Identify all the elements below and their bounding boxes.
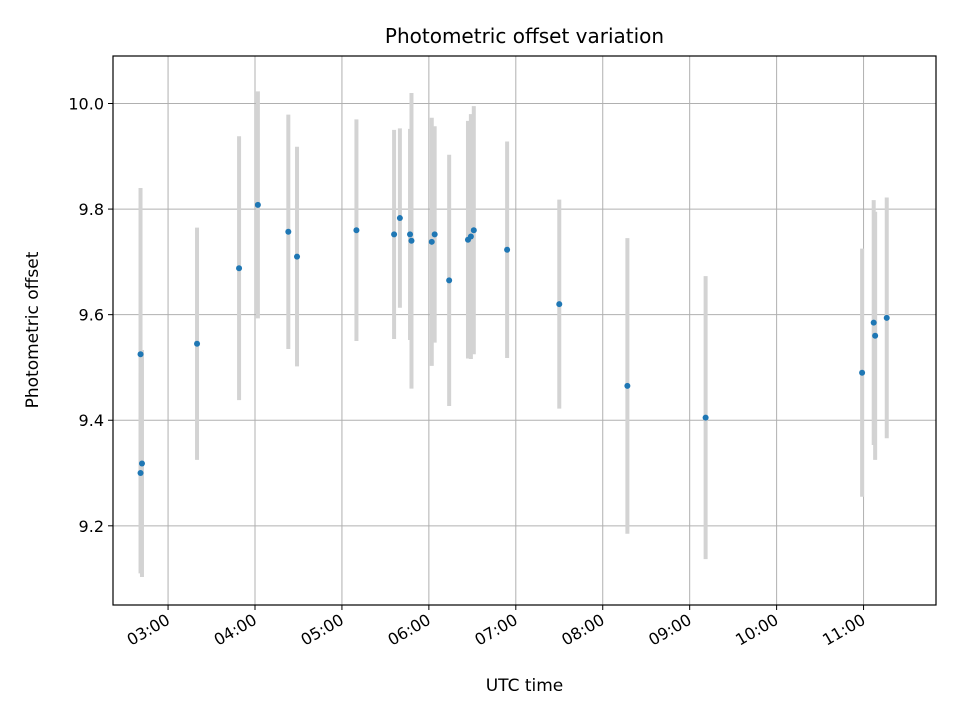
data-point: [504, 246, 511, 253]
y-tick-label: 9.4: [79, 411, 104, 430]
data-point: [396, 215, 403, 222]
x-tick-label: 10:00: [732, 610, 781, 650]
data-point: [285, 228, 292, 235]
y-tick-label: 9.2: [79, 517, 104, 536]
data-point: [470, 227, 477, 234]
data-point: [624, 382, 631, 389]
data-point: [859, 369, 866, 376]
data-point: [353, 227, 360, 234]
data-point: [556, 301, 563, 308]
data-point: [391, 231, 398, 238]
x-tick-label: 06:00: [384, 610, 433, 650]
x-tick-label: 04:00: [211, 610, 260, 650]
y-axis-ticks: 9.2 9.4 9.6 9.8 10.0: [68, 95, 113, 536]
x-tick-label: 08:00: [558, 610, 607, 650]
y-tick-label: 9.6: [79, 306, 104, 325]
data-point: [702, 414, 709, 421]
data-point: [428, 238, 435, 245]
data-point: [870, 319, 877, 326]
data-point: [467, 233, 474, 240]
error-bars: [138, 91, 889, 578]
data-point: [254, 201, 261, 208]
data-point: [137, 470, 144, 477]
y-tick-label: 10.0: [68, 95, 104, 114]
plot-frame: [112, 55, 937, 606]
x-tick-label: 09:00: [645, 610, 694, 650]
data-point: [883, 314, 890, 321]
grid-lines: [113, 56, 936, 605]
x-tick-label: 05:00: [298, 610, 347, 650]
data-point: [236, 265, 243, 272]
x-tick-label: 07:00: [471, 610, 520, 650]
data-point: [408, 237, 415, 244]
data-point: [872, 332, 879, 339]
data-point: [431, 231, 438, 238]
data-point: [138, 460, 145, 467]
data-point: [194, 340, 201, 347]
x-tick-label: 03:00: [124, 610, 173, 650]
y-tick-label: 9.8: [79, 200, 104, 219]
x-tick-label: 11:00: [819, 610, 868, 650]
data-point: [294, 253, 301, 260]
data-point: [137, 351, 144, 358]
data-point: [407, 231, 414, 238]
y-axis-label: Photometric offset: [23, 251, 43, 408]
data-point: [446, 277, 453, 284]
x-axis-ticks: 03:00 04:00 05:00 06:00 07:00 08:00 09:00 10:00…: [124, 605, 869, 650]
data-points: [137, 201, 890, 477]
chart-title: Photometric offset variation: [385, 24, 664, 48]
x-axis-label: UTC time: [486, 676, 564, 696]
